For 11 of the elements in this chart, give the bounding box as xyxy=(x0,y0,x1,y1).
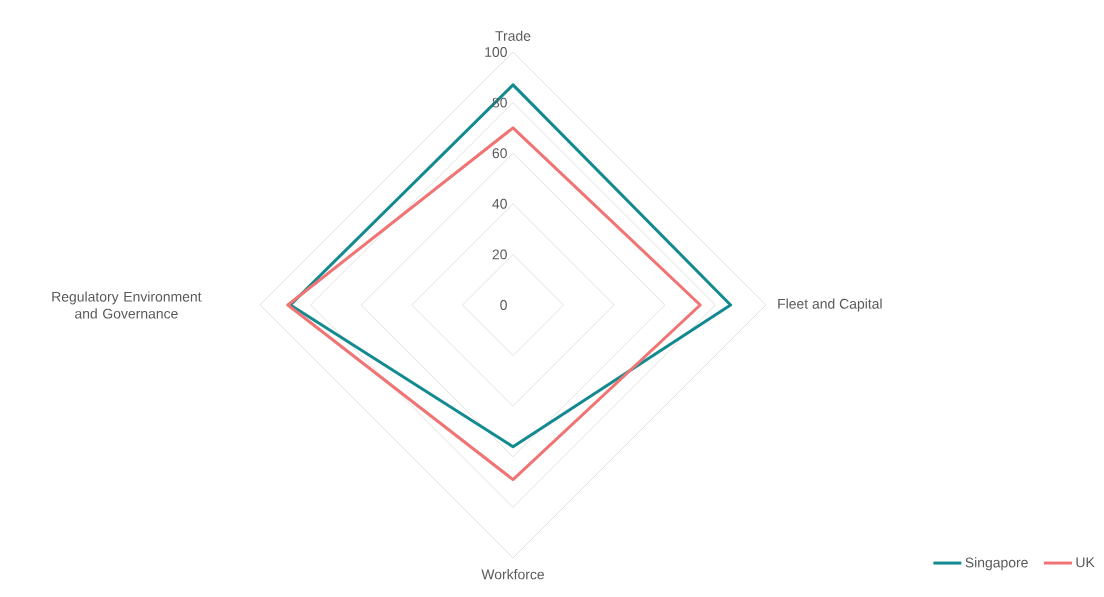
y-tick-label: 0 xyxy=(500,300,507,310)
spoke-label: Fleet and Capital xyxy=(778,298,882,312)
y-tick-label: 20 xyxy=(492,249,507,260)
y-tick-label: 40 xyxy=(492,198,507,209)
y-tick-label: 100 xyxy=(485,47,507,57)
spoke-label: Trade xyxy=(495,30,531,41)
legend-label: Singapore xyxy=(965,557,1028,571)
spoke-label: Workforce xyxy=(481,569,545,580)
legend-label: UK xyxy=(1076,557,1095,568)
y-tick-label: 60 xyxy=(492,148,507,159)
spoke-label: Regulatory Environment and Governance xyxy=(52,291,202,319)
